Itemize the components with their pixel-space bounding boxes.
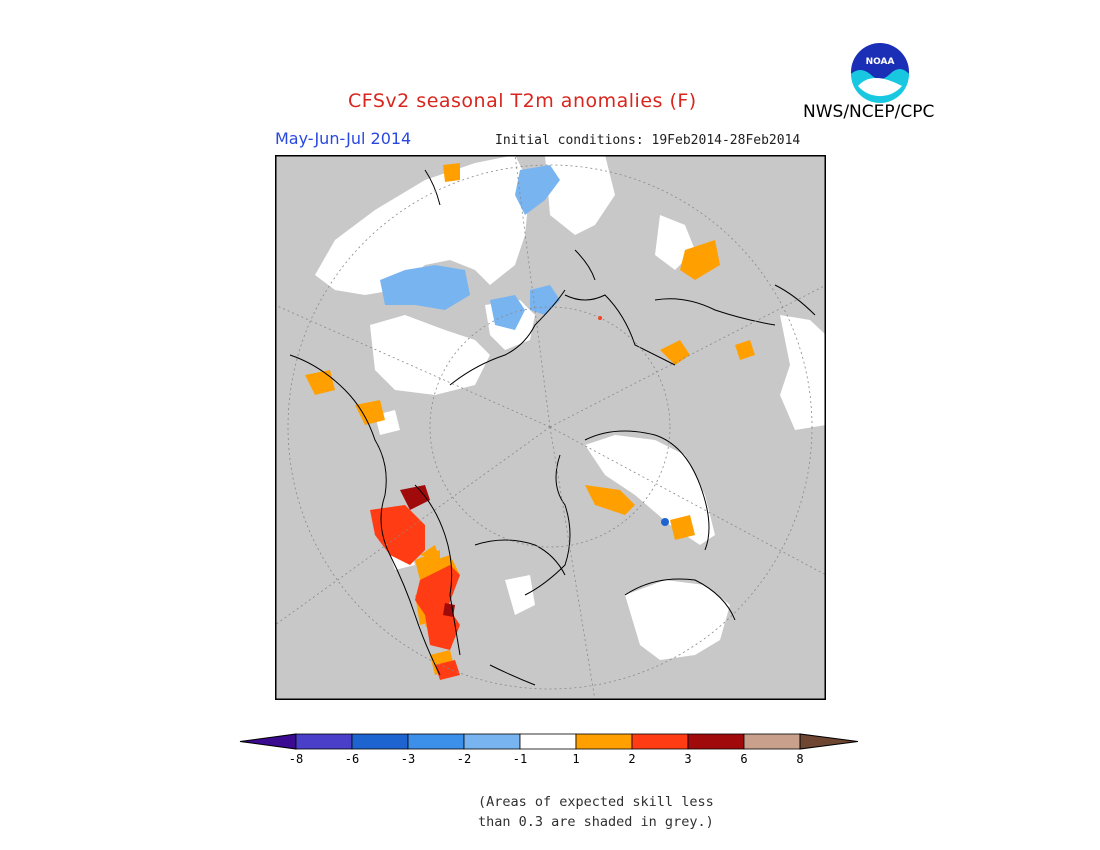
legend-swatch: [463, 733, 521, 750]
legend-tick-label: 3: [684, 752, 691, 766]
polar-anomaly-map: [275, 155, 826, 700]
legend-swatch: [631, 733, 689, 750]
legend-swatch: [743, 733, 801, 750]
coastlines: [289, 169, 816, 686]
skill-note: (Areas of expected skill less than 0.3 a…: [478, 794, 714, 830]
legend-tick-label: 6: [740, 752, 747, 766]
map-frame: [275, 155, 826, 700]
legend-swatch: [407, 733, 465, 750]
cold-anomaly-dot: [661, 518, 669, 526]
legend-swatch: [351, 733, 409, 750]
svg-text:NOAA: NOAA: [866, 57, 895, 67]
legend-tick-label: -8: [289, 752, 303, 766]
legend-swatch: [519, 733, 577, 750]
legend-arrow-left: [239, 733, 297, 750]
strong-warm-anomaly-regions: [370, 505, 460, 680]
below-normal-regions: [380, 165, 560, 330]
legend-tick-label: -6: [345, 752, 359, 766]
legend-swatch: [295, 733, 353, 750]
season-label: May-Jun-Jul 2014: [275, 129, 412, 148]
legend-tick-label: -3: [401, 752, 415, 766]
legend-tick-label: -1: [513, 752, 527, 766]
initial-conditions-label: Initial conditions: 19Feb2014-28Feb2014: [495, 133, 801, 148]
graticule: [275, 155, 826, 700]
legend-tick-label: 8: [796, 752, 803, 766]
legend-swatch: [575, 733, 633, 750]
legend-tick-label: -2: [457, 752, 471, 766]
color-legend: -8 -6 -3 -2 -1 1 2 3 6 8: [239, 733, 859, 766]
legend-tick-label: 2: [628, 752, 635, 766]
legend-arrow-right: [799, 733, 859, 750]
legend-swatch: [687, 733, 745, 750]
legend-tick-label: 1: [572, 752, 579, 766]
map-title: CFSv2 seasonal T2m anomalies (F): [348, 90, 697, 112]
noaa-logo: NOAA: [849, 41, 911, 103]
agency-label: NWS/NCEP/CPC: [803, 102, 935, 122]
